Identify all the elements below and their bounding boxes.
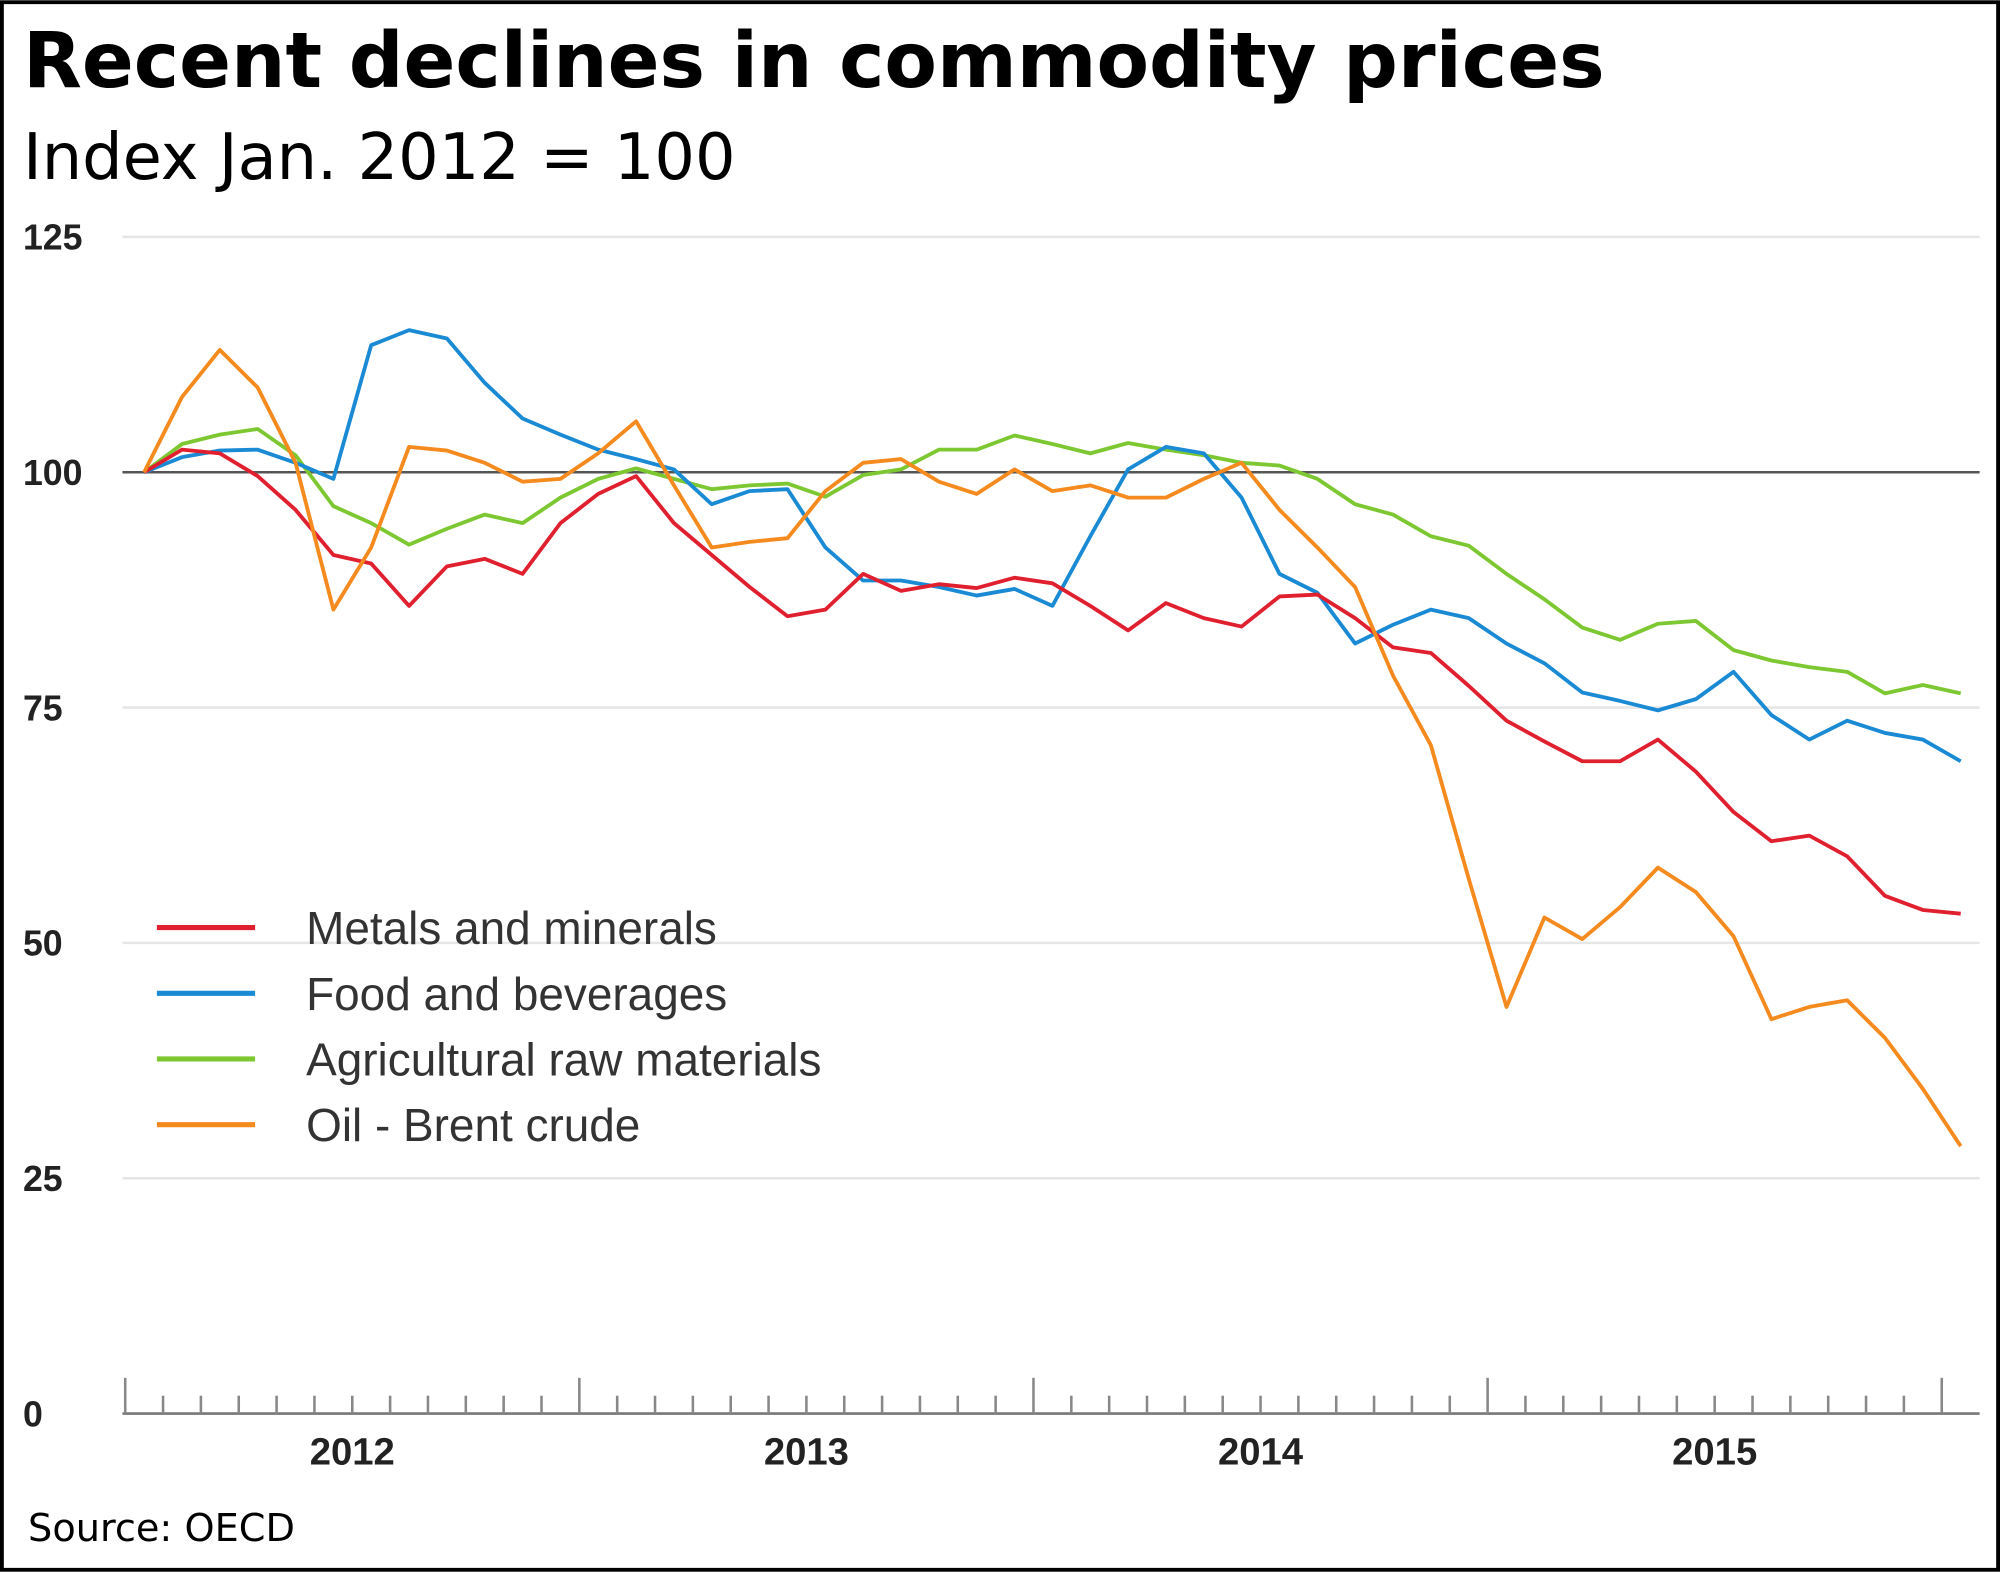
legend-label: Oil - Brent crude (306, 1099, 640, 1151)
series-lines (142, 328, 1963, 1148)
chart-subtitle: Index Jan. 2012 = 100 (23, 121, 736, 195)
y-tick-label: 50 (23, 924, 63, 964)
series-line-agricultural-raw-materials (142, 427, 1962, 696)
y-axis-ticks: 0 25 50 75 100 125 (23, 218, 83, 1435)
x-tick-label: 2013 (764, 1431, 849, 1474)
y-tick-label: 100 (23, 453, 83, 493)
legend-label: Agricultural raw materials (306, 1034, 821, 1086)
series-line-food-and-beverages (143, 328, 1962, 763)
series-line-oil-brent-crude (142, 347, 1963, 1148)
x-axis: 2012 2013 2014 2015 (122, 1377, 1980, 1474)
legend-label: Food and beverages (306, 968, 727, 1020)
y-tick-label: 0 (23, 1394, 43, 1434)
chart-title: Recent declines in commodity prices (23, 17, 1605, 106)
y-tick-label: 125 (23, 218, 83, 258)
x-tick-label: 2015 (1672, 1431, 1757, 1474)
x-tick-label: 2012 (310, 1431, 395, 1474)
x-tick-label: 2014 (1218, 1431, 1304, 1474)
y-tick-label: 25 (23, 1159, 63, 1199)
legend: Metals and minerals Food and beverages Agr… (156, 902, 821, 1151)
y-tick-label: 75 (23, 688, 63, 728)
series-line-metals-and-minerals (143, 447, 1961, 916)
gridlines (122, 235, 1980, 1180)
legend-label: Metals and minerals (306, 902, 717, 954)
source-note: Source: OECD (28, 1506, 295, 1551)
